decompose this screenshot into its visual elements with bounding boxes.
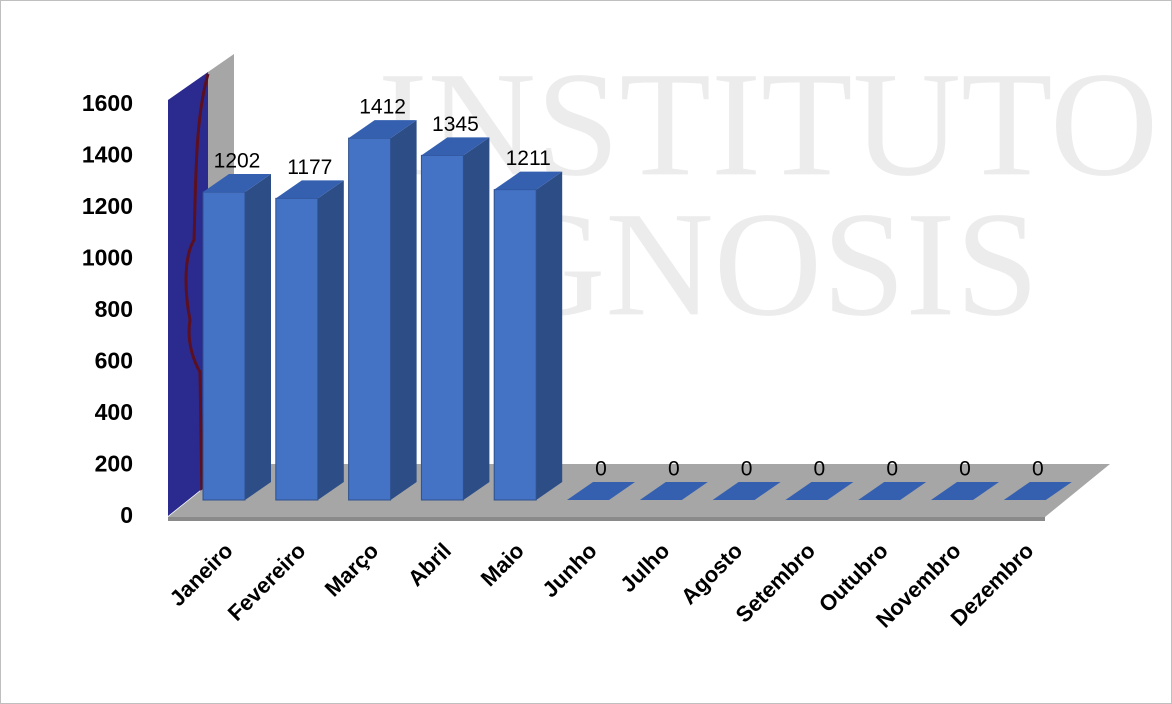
bar-top	[858, 482, 927, 500]
bar	[858, 482, 927, 500]
bar	[567, 482, 635, 500]
value-label: 0	[814, 458, 826, 481]
bar	[785, 482, 854, 500]
value-label: 0	[595, 458, 607, 481]
bar-side	[245, 173, 271, 501]
bar	[493, 171, 563, 501]
value-label: 1177	[287, 156, 332, 179]
bar-front	[493, 189, 537, 501]
bar-front	[348, 137, 392, 501]
value-label: 1202	[214, 150, 261, 173]
bar	[1003, 482, 1072, 500]
bar	[420, 137, 490, 501]
bar-top	[639, 482, 708, 500]
bar-top	[785, 482, 854, 500]
bar-top	[203, 173, 271, 192]
bar-front	[275, 197, 319, 501]
y-tick-label: 1000	[82, 245, 133, 271]
bar-top	[931, 482, 999, 500]
y-tick-label: 400	[95, 399, 133, 425]
value-label: 0	[741, 458, 753, 481]
bar-front	[420, 154, 464, 501]
value-label: 0	[959, 458, 971, 481]
side-wall	[168, 72, 208, 516]
value-label: 0	[668, 458, 680, 481]
y-tick-label: 0	[120, 502, 133, 528]
wall-decoration	[184, 73, 210, 501]
bar-top	[348, 120, 417, 139]
bar-top	[421, 137, 490, 156]
bar-top	[494, 171, 563, 190]
value-label: 1412	[359, 96, 406, 119]
bar	[202, 173, 271, 501]
bar-front	[202, 191, 246, 501]
y-tick-label: 600	[95, 348, 133, 374]
bar-top	[275, 180, 344, 199]
value-label: 0	[886, 458, 898, 481]
floor-edge	[168, 517, 1045, 521]
y-tick-label: 1200	[82, 193, 133, 219]
y-tick-label: 200	[95, 451, 133, 477]
bar-top	[1003, 482, 1072, 500]
y-tick-label: 1400	[82, 142, 133, 168]
bar-side	[536, 171, 563, 500]
bar-side	[317, 180, 344, 501]
bar-side	[463, 137, 490, 500]
y-tick-label: 1600	[82, 90, 133, 116]
bar-top	[712, 482, 781, 500]
bar	[275, 180, 344, 501]
value-label: 0	[1032, 458, 1044, 481]
bar	[712, 482, 781, 500]
watermark: GNOSIS	[497, 181, 1039, 347]
value-label: 1211	[506, 147, 551, 170]
watermark: INSTITUTO	[378, 41, 1158, 207]
bar-side	[390, 120, 417, 501]
bar-top	[567, 482, 635, 500]
value-label: 1345	[432, 113, 479, 136]
y-tick-label: 800	[95, 296, 133, 322]
bar	[348, 120, 417, 501]
bar	[639, 482, 708, 500]
bar	[931, 482, 999, 500]
